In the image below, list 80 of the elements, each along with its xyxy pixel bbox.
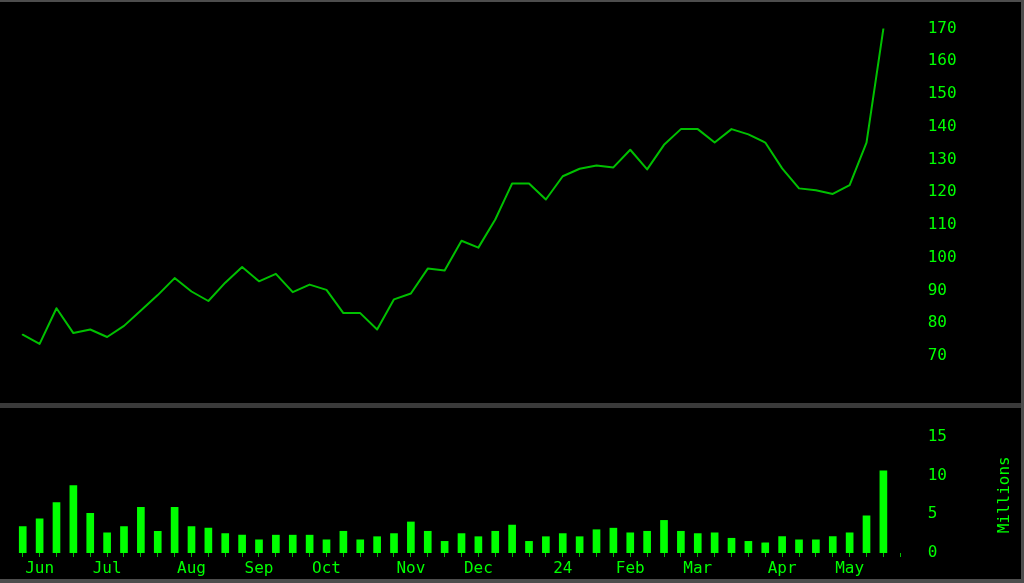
x-tick-label: Mar <box>683 557 713 577</box>
bar <box>52 502 61 553</box>
bar <box>812 539 820 553</box>
bar <box>474 536 483 553</box>
bar <box>710 532 719 553</box>
bar <box>103 532 111 553</box>
y-axis-title: Millions <box>993 456 1013 534</box>
x-tick-label: Sep <box>244 557 274 577</box>
bar <box>238 534 246 553</box>
x-tick-label: Aug <box>177 557 206 577</box>
bar <box>845 532 854 553</box>
x-tick-label: Oct <box>312 557 341 577</box>
bar <box>423 530 432 553</box>
bar <box>677 530 685 553</box>
bar <box>440 541 449 553</box>
bar <box>795 539 803 553</box>
bar <box>542 536 550 553</box>
bar <box>272 534 280 553</box>
bar <box>558 533 567 553</box>
bar <box>744 541 753 553</box>
y-tick-label: 15 <box>927 425 947 445</box>
bar <box>879 470 888 553</box>
y-tick-label: 0 <box>927 542 938 562</box>
bar <box>137 506 145 553</box>
bar <box>339 530 348 553</box>
bar <box>221 533 230 553</box>
bar <box>86 513 95 553</box>
bar <box>525 541 533 553</box>
x-tick-label: Nov <box>396 557 426 577</box>
x-tick-label: Jul <box>92 557 122 577</box>
bar <box>18 526 27 553</box>
bar <box>643 530 651 553</box>
bar <box>508 524 516 553</box>
bar <box>120 526 128 553</box>
bar <box>609 527 618 553</box>
y-tick-label: 70 <box>927 345 947 365</box>
y-tick-label: 110 <box>927 214 957 234</box>
x-tick-label: Jun <box>25 557 55 577</box>
bar <box>35 518 44 553</box>
bar <box>592 529 601 553</box>
y-tick-label: 150 <box>927 83 957 103</box>
bar <box>373 536 381 553</box>
bar <box>255 539 263 553</box>
y-tick-label: 160 <box>927 50 957 70</box>
y-tick-label: 100 <box>927 246 957 266</box>
bar <box>491 530 500 553</box>
x-tick-label: Feb <box>615 557 645 577</box>
y-tick-label: 80 <box>927 312 947 332</box>
bar <box>761 542 770 553</box>
bar <box>356 539 365 553</box>
bar <box>187 526 196 553</box>
y-tick-label: 140 <box>927 115 957 135</box>
y-tick-label: 90 <box>927 279 947 299</box>
x-tick-label: Dec <box>463 557 493 577</box>
bar <box>390 533 398 553</box>
x-tick-label: 24 <box>553 557 573 577</box>
bar <box>575 536 584 553</box>
y-tick-label: 120 <box>927 181 957 201</box>
y-tick-label: 10 <box>927 464 947 484</box>
y-tick-label: 170 <box>927 17 957 37</box>
bar <box>69 485 78 553</box>
y-tick-label: 130 <box>927 148 957 168</box>
bar <box>204 527 213 553</box>
bar <box>778 536 786 553</box>
bar <box>828 536 837 553</box>
bar <box>170 506 179 553</box>
bar <box>727 537 736 553</box>
bar <box>407 521 415 553</box>
bar <box>862 515 871 553</box>
bar <box>305 534 314 553</box>
bar <box>322 539 331 553</box>
bar <box>153 530 162 553</box>
x-tick-label: May <box>835 557 865 577</box>
bar <box>288 534 297 553</box>
bar <box>660 520 668 553</box>
y-tick-label: 5 <box>927 503 938 523</box>
bar <box>693 533 702 553</box>
x-tick-label: Apr <box>767 557 797 577</box>
bar <box>626 532 635 553</box>
bar <box>457 533 466 553</box>
